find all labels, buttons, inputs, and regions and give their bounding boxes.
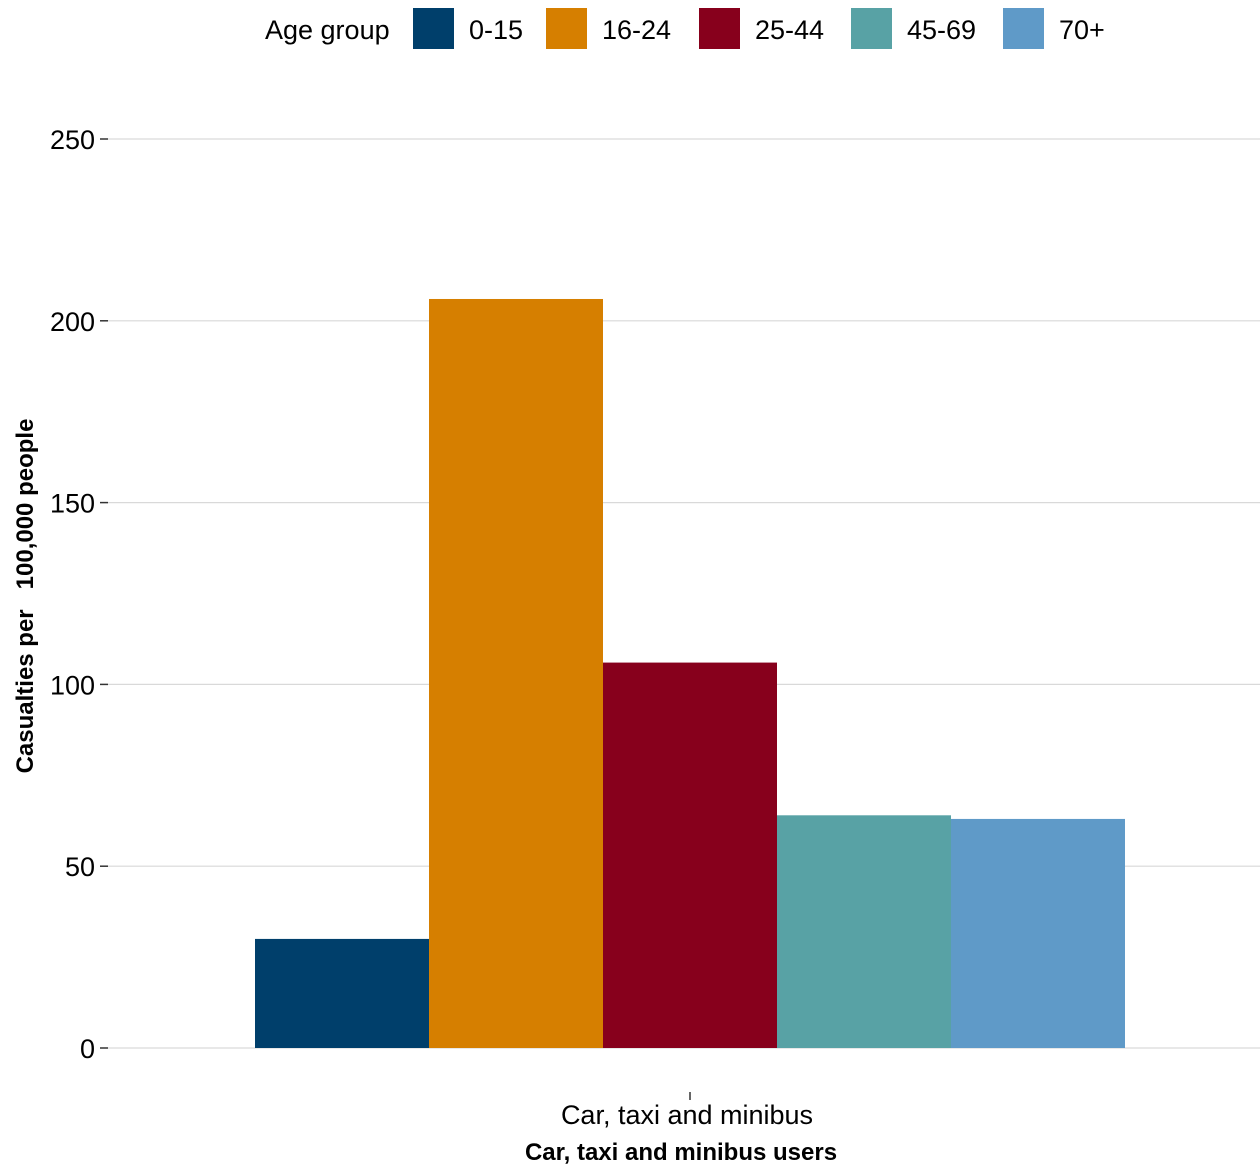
x-axis: Car, taxi and minibus: [561, 1092, 813, 1130]
legend: Age group 0-15 16-24 25-44 45-69 70+: [265, 8, 1105, 49]
legend-item-70plus: 70+: [1003, 8, 1105, 49]
y-tick-label: 0: [80, 1034, 95, 1064]
y-tick-label: 250: [50, 125, 95, 155]
legend-label: 70+: [1059, 15, 1105, 45]
y-axis: 0 50 100 150 200 250: [50, 125, 108, 1064]
legend-item-45-69: 45-69: [851, 8, 976, 49]
legend-item-25-44: 25-44: [699, 8, 824, 49]
bar-16-24: [429, 298, 603, 1048]
y-tick-label: 50: [65, 852, 95, 882]
x-axis-title: Car, taxi and minibus users: [525, 1139, 837, 1165]
y-tick-label: 100: [50, 670, 95, 700]
legend-label: 45-69: [907, 15, 976, 45]
legend-title: Age group: [265, 15, 390, 45]
legend-label: 0-15: [469, 15, 523, 45]
y-axis-title: Casualties per 100,000 people: [12, 419, 39, 774]
legend-item-16-24: 16-24: [546, 8, 671, 49]
bar-70plus: [951, 818, 1125, 1048]
bars: [255, 298, 1125, 1048]
x-tick-label: Car, taxi and minibus: [561, 1100, 813, 1130]
legend-swatch: [699, 8, 740, 49]
y-tick-label: 200: [50, 307, 95, 337]
legend-swatch: [1003, 8, 1044, 49]
bar-0-15: [255, 938, 429, 1048]
bar-25-44: [603, 662, 777, 1048]
legend-swatch: [413, 8, 454, 49]
bar-45-69: [777, 815, 951, 1048]
legend-label: 16-24: [602, 15, 671, 45]
legend-label: 25-44: [755, 15, 824, 45]
legend-item-0-15: 0-15: [413, 8, 523, 49]
legend-swatch: [546, 8, 587, 49]
y-tick-label: 150: [50, 489, 95, 519]
legend-swatch: [851, 8, 892, 49]
